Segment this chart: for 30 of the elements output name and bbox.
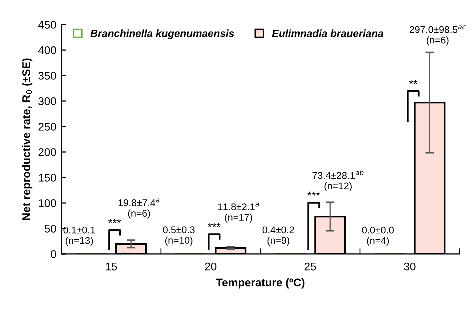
y-tick-label: 250 bbox=[38, 123, 56, 131]
y-tick-label: 150 bbox=[39, 174, 56, 182]
annotation: *** bbox=[308, 192, 320, 196]
y-axis-title: Net reproductive rate, R$_{0}$ (±SE) bbox=[22, 58, 33, 220]
text: 297.0±98.5$^{ac}$ (n=6) bbox=[410, 26, 466, 46]
x-tick-label: 20 bbox=[205, 262, 217, 271]
y-tick-label: 450 bbox=[38, 21, 56, 29]
text: 19.8±7.4$^{a}$ (n=6) bbox=[118, 198, 160, 219]
annotation: ** bbox=[409, 80, 418, 84]
legend-label: Branchinella kugenumaensis bbox=[90, 30, 234, 40]
data-label: 0.1±0.1 (n=13) bbox=[64, 226, 96, 246]
data-label: 0.0±0.0 (n=4) bbox=[362, 226, 394, 246]
annotation: *** bbox=[108, 219, 122, 224]
x-tick-label: 30 bbox=[404, 262, 416, 271]
y-tick-label: 50 bbox=[44, 224, 56, 233]
y-tick-label: 100 bbox=[39, 199, 56, 208]
y-tick-label: 400 bbox=[38, 46, 56, 54]
y-tick-label: 200 bbox=[38, 148, 56, 156]
data-label: 11.8±2.1$^{a}$ (n=17) bbox=[218, 202, 260, 223]
data-label: 0.5±0.3 (n=10) bbox=[163, 226, 195, 246]
x-axis-title: Temperature (ºC) bbox=[216, 278, 305, 289]
y-tick-label: 300 bbox=[38, 98, 56, 106]
x-tick-label: 25 bbox=[304, 262, 316, 271]
data-label: 73.4±28.1$^{ab}$ (n=12) bbox=[312, 170, 364, 192]
data-label: 0.4±0.2 (n=9) bbox=[262, 226, 294, 246]
legend-label: Eulimnadia braueriana bbox=[272, 30, 384, 38]
x-tick-label: 15 bbox=[106, 262, 118, 271]
y-tick-label: 0 bbox=[51, 250, 56, 258]
annotation: *** bbox=[208, 223, 221, 228]
y-tick-label: 350 bbox=[38, 72, 56, 80]
